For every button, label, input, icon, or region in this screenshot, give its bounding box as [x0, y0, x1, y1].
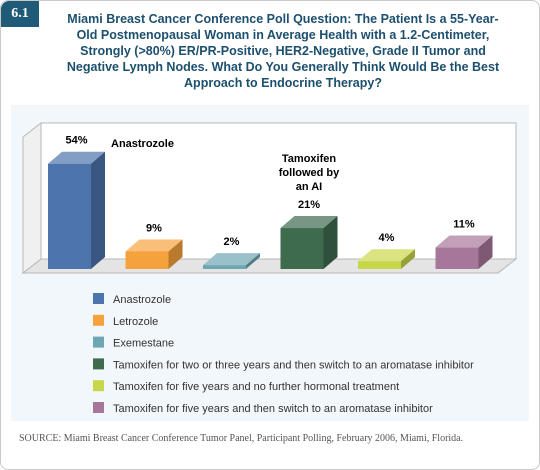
bar: [48, 163, 91, 269]
value-label: 2%: [224, 236, 240, 248]
source-note: SOURCE: Miami Breast Cancer Conference T…: [19, 433, 464, 444]
value-label: 21%: [298, 199, 320, 211]
value-label: 4%: [379, 232, 395, 244]
bar-side: [91, 151, 105, 269]
legend-swatch: [93, 336, 104, 348]
bar-side: [246, 253, 260, 269]
bar-top: [435, 235, 493, 248]
bar-side: [323, 216, 338, 269]
legend-swatch: [93, 358, 104, 370]
value-label: 11%: [453, 219, 475, 231]
bar-top: [358, 249, 415, 262]
figure-badge: 6.1: [1, 1, 39, 27]
bar-side: [168, 239, 183, 269]
legend-label: Tamoxifen for five years and no further …: [113, 381, 399, 393]
bar: [358, 261, 401, 269]
side-wall: [22, 121, 42, 275]
legend-label: Anastrozole: [113, 294, 171, 306]
value-label: 9%: [146, 222, 162, 234]
chart: 54% 9% 2% 21% 4% 11% Anastrozole Tamoxifen follo…: [21, 121, 518, 415]
bar-top: [125, 239, 183, 252]
legend-swatch: [93, 380, 104, 392]
bar: [125, 251, 169, 269]
legend-swatch: [93, 402, 104, 413]
chart-title: Miami Breast Cancer Conference Poll Ques…: [66, 12, 500, 90]
bar: [203, 265, 246, 269]
annotation: followed by: [279, 167, 340, 179]
bar: [280, 228, 324, 269]
legend-label: Letrozole: [113, 316, 158, 328]
legend-label: Exemestane: [113, 338, 174, 350]
legend-label: Tamoxifen for two or three years and the…: [113, 359, 474, 371]
legend-swatch: [93, 293, 104, 304]
annotation: Tamoxifen: [282, 153, 336, 165]
legend-label: Tamoxifen for five years and then switch…: [113, 403, 433, 415]
bar-top: [280, 216, 338, 229]
bar: [435, 247, 479, 269]
legend-swatch: [93, 314, 104, 326]
bar-side: [401, 249, 415, 269]
bar-top: [48, 151, 105, 164]
value-label: 54%: [65, 135, 87, 147]
bar-top: [203, 253, 260, 266]
bar-side: [478, 235, 493, 269]
annotation: an AI: [296, 181, 323, 193]
annotation: Anastrozole: [111, 138, 174, 150]
